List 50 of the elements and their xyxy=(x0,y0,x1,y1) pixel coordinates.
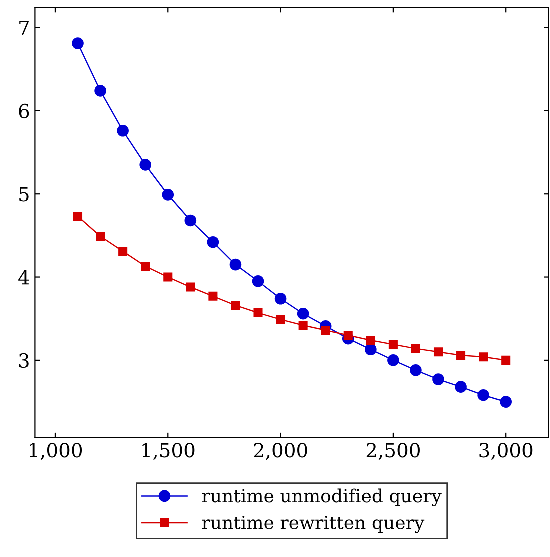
point xyxy=(72,38,84,50)
point xyxy=(94,85,106,97)
x-tick-label: 2,000 xyxy=(254,443,308,460)
point xyxy=(276,315,286,324)
x-tick-label: 3,000 xyxy=(480,443,533,460)
point xyxy=(186,282,196,292)
y-tick-label: 3 xyxy=(19,353,29,368)
point xyxy=(141,262,150,271)
point xyxy=(479,352,488,362)
legend-label: runtime rewritten query xyxy=(202,516,425,534)
point xyxy=(254,308,263,318)
point xyxy=(117,124,129,137)
point xyxy=(118,246,128,256)
legend-label: runtime unmodified query xyxy=(202,488,442,507)
point xyxy=(321,326,330,336)
point xyxy=(434,348,444,357)
point xyxy=(162,189,174,201)
y-tick-label: 5 xyxy=(20,187,29,202)
point xyxy=(297,308,310,320)
point xyxy=(502,356,511,365)
point xyxy=(164,272,173,282)
point xyxy=(366,336,376,346)
y-tick-label: 7 xyxy=(20,20,29,36)
point xyxy=(432,374,444,386)
point xyxy=(231,301,240,310)
x-tick-label: 2,500 xyxy=(366,443,420,460)
point xyxy=(455,381,467,393)
point xyxy=(73,212,83,222)
point xyxy=(298,321,308,330)
point xyxy=(230,258,242,271)
point xyxy=(184,214,197,227)
point xyxy=(96,232,106,242)
point xyxy=(208,292,218,301)
point xyxy=(344,330,353,340)
point xyxy=(456,350,466,360)
point xyxy=(207,236,220,248)
y-tick-label: 6 xyxy=(19,104,30,119)
point xyxy=(274,293,287,305)
x-tick-label: 1,000 xyxy=(30,443,82,460)
point xyxy=(252,276,264,288)
point xyxy=(365,344,377,356)
point xyxy=(388,354,400,366)
point xyxy=(388,340,398,350)
y-tick-label: 4 xyxy=(18,270,30,285)
x-tick-label: 1,500 xyxy=(142,443,195,460)
point xyxy=(411,344,420,354)
point xyxy=(410,364,422,376)
point xyxy=(478,389,490,402)
point xyxy=(140,159,152,171)
point xyxy=(500,396,512,408)
